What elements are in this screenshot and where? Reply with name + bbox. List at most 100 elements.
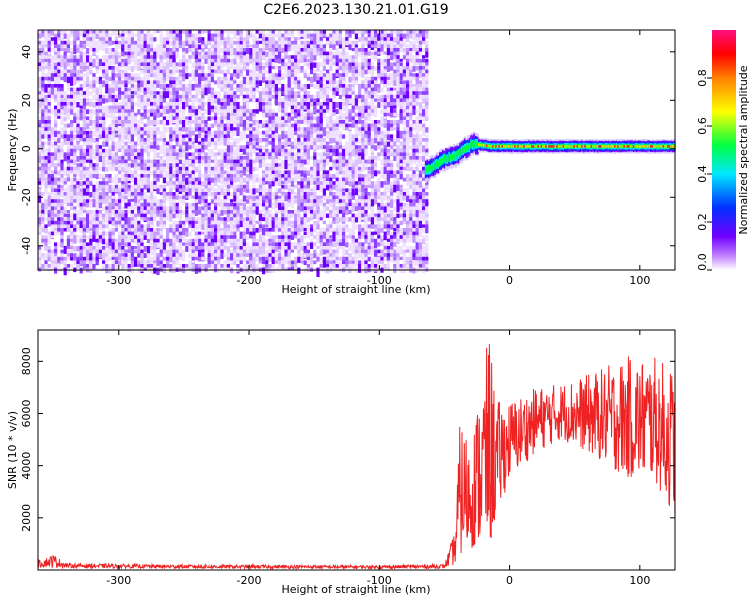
spectrogram-cell (239, 170, 243, 174)
spectrogram-cell (156, 267, 160, 276)
spectrogram-cell (281, 73, 285, 78)
spectrogram-cell (63, 66, 67, 71)
spectrogram-cell (249, 55, 253, 59)
spectrogram-cell (102, 206, 106, 212)
spectrogram-cell (153, 253, 157, 258)
spectrogram-cell (44, 55, 48, 60)
spectrogram-cell (268, 231, 272, 236)
spectrogram-cell (79, 73, 83, 79)
spectrogram-cell (252, 91, 256, 96)
spectrogram-cell (105, 206, 109, 210)
spectrogram-cell (140, 206, 144, 212)
spectrogram-cell (76, 246, 80, 252)
spectrogram-cell (130, 40, 134, 46)
spectrogram-cell (239, 199, 243, 203)
spectrogram-cell (102, 105, 106, 112)
spectrogram-cell (252, 51, 256, 58)
spectrogram-cell (310, 112, 314, 119)
spectrogram-cell (306, 91, 310, 96)
spectrogram-cell (60, 152, 64, 158)
spectrogram-cell (47, 235, 51, 239)
spectrogram-cell (268, 58, 272, 64)
spectrogram-cell (274, 210, 278, 215)
spectrogram-cell (105, 109, 109, 115)
spectrogram-cell (185, 184, 189, 189)
spectrogram-cell (54, 80, 58, 86)
spectrogram-cell (79, 66, 83, 70)
spectrogram-cell (182, 181, 186, 185)
spectrogram-cell (268, 102, 272, 106)
spectrogram-cell (169, 138, 173, 143)
spectrogram-cell (73, 195, 77, 201)
spectrogram-cell (246, 181, 250, 185)
spectrogram-cell (127, 98, 131, 103)
spectrogram-cell (140, 163, 144, 168)
spectrogram-cell (284, 224, 288, 230)
spectrogram-cell (265, 202, 269, 209)
spectrogram-cell (153, 228, 157, 233)
spectrogram-cell (239, 220, 243, 228)
spectrogram-cell (210, 138, 214, 144)
spectrogram-cell (313, 76, 317, 82)
spectrogram-cell (290, 73, 294, 78)
spectrogram-cell (143, 170, 147, 174)
spectrogram-cell (124, 84, 128, 88)
spectrogram-cell (89, 62, 93, 68)
spectrogram-cell (86, 152, 90, 160)
spectrogram-cell (105, 112, 109, 118)
spectrogram-cell (73, 98, 77, 103)
spectrogram-cell (319, 163, 323, 167)
spectrogram-cell (210, 87, 214, 91)
spectrogram-cell (306, 170, 310, 176)
spectrogram-cell (262, 55, 266, 60)
spectrogram-cell (290, 156, 294, 162)
spectrogram-cell (246, 210, 250, 216)
spectrogram-cell (156, 253, 160, 258)
spectrogram-cell (50, 224, 54, 228)
spectrogram-cell (249, 210, 253, 216)
spectrogram-cell (294, 138, 298, 142)
spectrogram-cell (284, 87, 288, 94)
spectrogram-cell (217, 242, 221, 247)
spectrogram-cell (38, 256, 42, 263)
spectrogram-cell (54, 141, 58, 148)
spectrogram-cell (134, 91, 138, 97)
spectrogram-cell (326, 51, 330, 56)
spectrogram-cell (105, 166, 109, 172)
spectrogram-cell (239, 73, 243, 77)
spectrogram-cell (102, 130, 106, 140)
spectrogram-cell (50, 73, 54, 82)
spectrogram-cell (239, 134, 243, 140)
spectrogram-cell (156, 105, 160, 112)
spectrogram-cell (162, 141, 166, 146)
spectrogram-cell (121, 228, 125, 233)
spectrogram-cell (57, 58, 61, 64)
spectrogram-cell (217, 62, 221, 68)
spectrogram-cell (214, 134, 218, 139)
spectrogram-cell (114, 224, 118, 230)
spectrogram-cell (313, 44, 317, 51)
spectrogram-cell (287, 220, 291, 227)
spectrogram-cell (127, 48, 131, 52)
spectrogram-cell (271, 44, 275, 50)
spectrogram-cell (310, 231, 314, 237)
spectrogram-cell (79, 249, 83, 256)
spectrogram-cell (281, 120, 285, 126)
spectrogram-cell (159, 84, 163, 90)
spectrogram-cell (326, 199, 330, 205)
spectrogram-cell (191, 84, 195, 91)
spectrogram-cell (105, 181, 109, 186)
spectrogram-cell (89, 55, 93, 60)
spectrogram-cell (303, 210, 307, 215)
spectrogram-cell (217, 55, 221, 61)
spectrogram-cell (262, 246, 266, 250)
spectrogram-cell (92, 30, 96, 36)
spectrogram-cell (300, 199, 304, 205)
spectrogram-cell (105, 33, 109, 38)
spectrogram-cell (66, 94, 70, 99)
spectrogram-cell (166, 141, 170, 148)
spectrogram-cell (169, 112, 173, 118)
spectrogram-cell (201, 102, 205, 108)
spectrogram-cell (258, 231, 262, 238)
spectrogram-cell (54, 109, 58, 115)
